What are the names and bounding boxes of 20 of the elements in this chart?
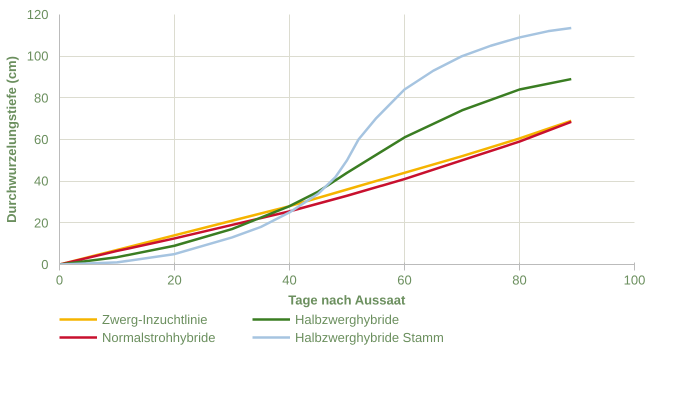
legend-label: Normalstrohhybride bbox=[102, 328, 216, 346]
y-tick-label: 40 bbox=[34, 174, 49, 189]
legend-label: Halbzwerghybride bbox=[295, 310, 400, 328]
legend-label: Zwerg-Inzuchtlinie bbox=[102, 310, 208, 328]
y-tick-label: 20 bbox=[34, 215, 49, 230]
y-axis-title: Durchwurzelungstiefe (cm) bbox=[4, 56, 19, 223]
y-tick-label: 100 bbox=[26, 48, 49, 64]
x-tick-label: 80 bbox=[512, 272, 527, 288]
y-tick-label: 0 bbox=[41, 257, 49, 272]
line-series bbox=[60, 26, 572, 264]
x-tick-label: 60 bbox=[397, 272, 412, 288]
x-tick-label: 100 bbox=[624, 272, 646, 288]
x-tick-label: 20 bbox=[167, 272, 182, 288]
x-tick-label: 40 bbox=[282, 272, 297, 288]
legend-label: Halbzwerghybride Stamm bbox=[295, 328, 445, 346]
y-tick-label: 60 bbox=[34, 132, 49, 147]
x-axis-title: Tage nach Aussaat bbox=[288, 292, 406, 308]
x-tick-label: 0 bbox=[56, 272, 64, 288]
y-tick-label: 80 bbox=[34, 90, 49, 106]
y-tick-label: 120 bbox=[26, 7, 49, 22]
